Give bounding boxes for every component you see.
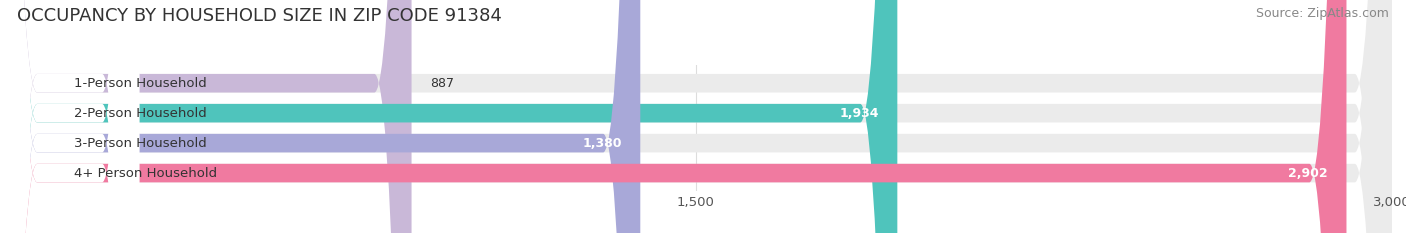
Text: 2,902: 2,902 bbox=[1288, 167, 1327, 180]
Text: 887: 887 bbox=[430, 77, 454, 90]
FancyBboxPatch shape bbox=[0, 0, 139, 233]
FancyBboxPatch shape bbox=[0, 0, 139, 233]
FancyBboxPatch shape bbox=[0, 0, 897, 233]
FancyBboxPatch shape bbox=[0, 0, 139, 233]
Text: 3-Person Household: 3-Person Household bbox=[75, 137, 207, 150]
Text: 4+ Person Household: 4+ Person Household bbox=[75, 167, 218, 180]
FancyBboxPatch shape bbox=[0, 0, 139, 233]
Text: OCCUPANCY BY HOUSEHOLD SIZE IN ZIP CODE 91384: OCCUPANCY BY HOUSEHOLD SIZE IN ZIP CODE … bbox=[17, 7, 502, 25]
Text: 1,380: 1,380 bbox=[582, 137, 621, 150]
FancyBboxPatch shape bbox=[0, 0, 412, 233]
FancyBboxPatch shape bbox=[0, 0, 1347, 233]
Text: 1-Person Household: 1-Person Household bbox=[75, 77, 207, 90]
Text: 1,934: 1,934 bbox=[839, 107, 879, 120]
Text: 2-Person Household: 2-Person Household bbox=[75, 107, 207, 120]
FancyBboxPatch shape bbox=[0, 0, 640, 233]
Text: Source: ZipAtlas.com: Source: ZipAtlas.com bbox=[1256, 7, 1389, 20]
